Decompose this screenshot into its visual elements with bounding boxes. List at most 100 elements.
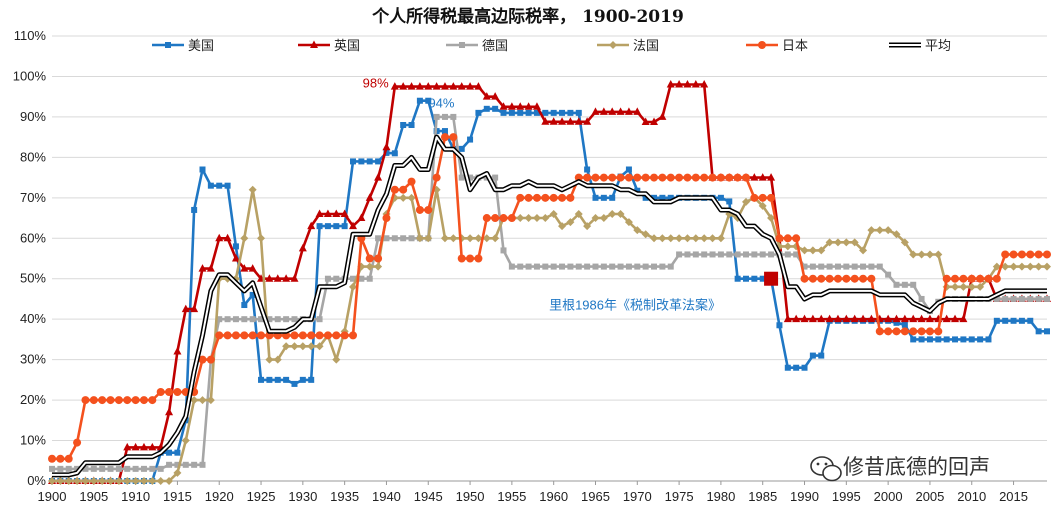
- x-tick-label: 1980: [706, 489, 735, 504]
- data-point: [925, 314, 934, 323]
- data-point: [424, 82, 433, 90]
- data-point: [666, 173, 675, 182]
- data-point: [533, 263, 540, 270]
- data-point: [416, 97, 423, 104]
- data-point: [532, 193, 541, 202]
- data-point: [691, 234, 700, 243]
- data-point: [834, 263, 841, 270]
- data-point: [525, 263, 532, 270]
- data-point: [231, 254, 240, 262]
- data-point: [584, 263, 591, 270]
- data-point: [850, 314, 859, 323]
- data-point: [675, 173, 684, 182]
- data-point: [600, 194, 607, 201]
- data-point: [206, 264, 215, 272]
- data-point: [1002, 295, 1009, 302]
- data-point: [634, 263, 641, 270]
- data-point: [475, 109, 482, 116]
- data-point: [99, 465, 106, 472]
- data-point: [349, 331, 358, 340]
- data-point: [491, 92, 500, 100]
- data-point: [74, 465, 81, 472]
- data-point: [374, 262, 383, 271]
- data-point: [56, 454, 65, 463]
- data-point: [1027, 295, 1034, 302]
- data-point: [457, 254, 466, 263]
- data-point: [860, 263, 867, 270]
- data-point: [424, 205, 433, 214]
- series-1: [48, 80, 1051, 484]
- data-point: [166, 449, 173, 456]
- data-point: [181, 436, 190, 445]
- data-point: [859, 246, 868, 255]
- data-point: [825, 314, 834, 323]
- x-tick-label: 1990: [790, 489, 819, 504]
- x-tick-label: 1910: [121, 489, 150, 504]
- data-point: [808, 314, 817, 323]
- data-point: [900, 238, 909, 247]
- data-point: [893, 281, 900, 288]
- data-point: [984, 274, 993, 283]
- data-point: [390, 82, 399, 90]
- x-tick-label: 1950: [456, 489, 485, 504]
- data-point: [892, 314, 901, 323]
- data-point: [148, 396, 157, 405]
- data-point: [266, 376, 273, 383]
- data-point: [139, 396, 148, 405]
- data-point: [817, 274, 826, 283]
- data-point: [666, 234, 675, 243]
- data-point: [767, 173, 776, 181]
- data-point: [283, 376, 290, 383]
- data-point: [449, 133, 458, 142]
- data-point: [89, 477, 98, 485]
- data-point: [316, 223, 323, 230]
- data-point: [675, 80, 684, 88]
- data-point: [742, 275, 749, 282]
- series-4: [48, 133, 1051, 463]
- data-point: [592, 194, 599, 201]
- data-point: [952, 336, 959, 343]
- data-point: [516, 214, 525, 223]
- x-tick-label: 1935: [330, 489, 359, 504]
- data-point: [591, 107, 600, 115]
- data-point: [415, 234, 424, 243]
- data-point: [375, 235, 382, 242]
- data-point: [157, 465, 164, 472]
- data-point: [323, 209, 332, 217]
- y-tick-label: 70%: [20, 190, 46, 205]
- x-tick-label: 2000: [874, 489, 903, 504]
- data-point: [1009, 262, 1018, 271]
- data-point: [566, 218, 575, 227]
- data-point: [833, 314, 842, 323]
- data-point: [123, 442, 132, 451]
- data-point: [450, 113, 457, 120]
- data-point: [123, 477, 132, 485]
- data-point: [449, 234, 458, 243]
- data-point: [457, 82, 466, 90]
- data-point: [800, 246, 809, 255]
- data-point: [942, 314, 951, 323]
- data-point: [817, 246, 826, 255]
- data-point: [532, 214, 541, 223]
- data-point: [992, 262, 1001, 271]
- data-point: [909, 327, 918, 336]
- data-point: [350, 158, 357, 165]
- data-point: [516, 102, 525, 110]
- data-point: [507, 102, 516, 110]
- data-point: [81, 477, 90, 485]
- data-point: [249, 291, 256, 298]
- data-point: [992, 274, 1001, 283]
- data-point: [500, 109, 507, 116]
- data-point: [224, 316, 231, 323]
- data-point: [750, 173, 759, 181]
- data-point: [959, 314, 968, 323]
- data-point: [298, 342, 307, 351]
- data-point: [49, 465, 55, 472]
- data-point: [198, 355, 207, 364]
- data-point: [223, 331, 232, 340]
- data-point: [341, 223, 348, 230]
- data-point: [758, 193, 767, 202]
- data-point: [558, 193, 567, 202]
- chart-title: 个人所得税最高边际税率， 1900-2019: [371, 6, 684, 27]
- data-point: [642, 194, 649, 201]
